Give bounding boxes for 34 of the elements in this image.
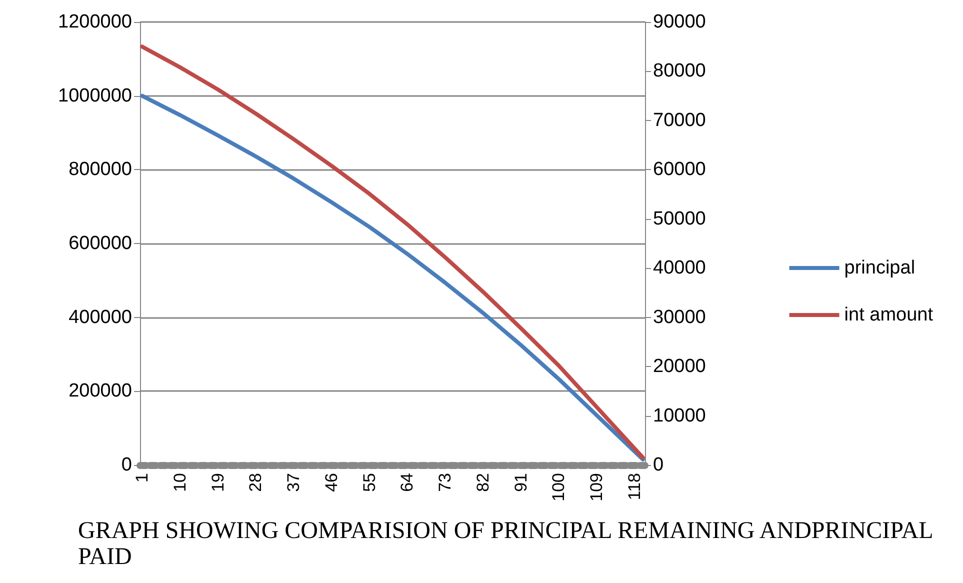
x-tick-label: 73 <box>436 473 455 492</box>
y-tick-label: 0 <box>121 454 132 476</box>
y2-tick-label: 80000 <box>653 60 706 82</box>
y2-tick-label: 90000 <box>653 12 706 32</box>
y2-tick-label: 10000 <box>653 405 706 426</box>
y2-tick-label: 60000 <box>653 159 706 180</box>
x-tick-label: 100 <box>549 473 568 502</box>
x-tick-label: 91 <box>511 473 530 492</box>
x-tick-label: 55 <box>360 473 379 492</box>
y-tick-label: 800000 <box>68 159 132 180</box>
y2-tick-label: 0 <box>653 454 664 476</box>
x-tick-label: 10 <box>170 473 190 492</box>
x-tick-label: 1 <box>132 473 152 482</box>
y-tick-label: 1200000 <box>58 12 132 32</box>
y2-tick-label: 70000 <box>653 110 706 131</box>
y2-tick-label: 30000 <box>653 306 706 328</box>
x-tick-label: 109 <box>587 473 606 502</box>
x-tick-label: 64 <box>398 473 417 492</box>
y-tick-label: 200000 <box>68 380 132 402</box>
y2-tick-label: 20000 <box>653 356 706 378</box>
legend-label: principal <box>844 258 916 278</box>
x-tick-label: 118 <box>624 473 644 500</box>
y2-tick-label: 50000 <box>653 208 706 230</box>
text: GRAPH SHOWING COMPARISION OF PRINCIPAL REMAINING ANDPRINCIPAL PAID <box>78 518 938 570</box>
y2-tick-label: 40000 <box>653 258 706 279</box>
x-tick-label: 19 <box>208 473 228 492</box>
y-tick-label: 1000000 <box>58 85 132 106</box>
legend-label: int amount <box>844 304 934 326</box>
x-tick-label: 28 <box>246 473 266 492</box>
y-tick-label: 400000 <box>68 306 132 328</box>
x-tick-label: 37 <box>284 473 304 492</box>
y-tick-label: 600000 <box>68 233 132 254</box>
x-tick-label: 46 <box>322 473 341 492</box>
x-tick-label: 82 <box>473 473 492 492</box>
